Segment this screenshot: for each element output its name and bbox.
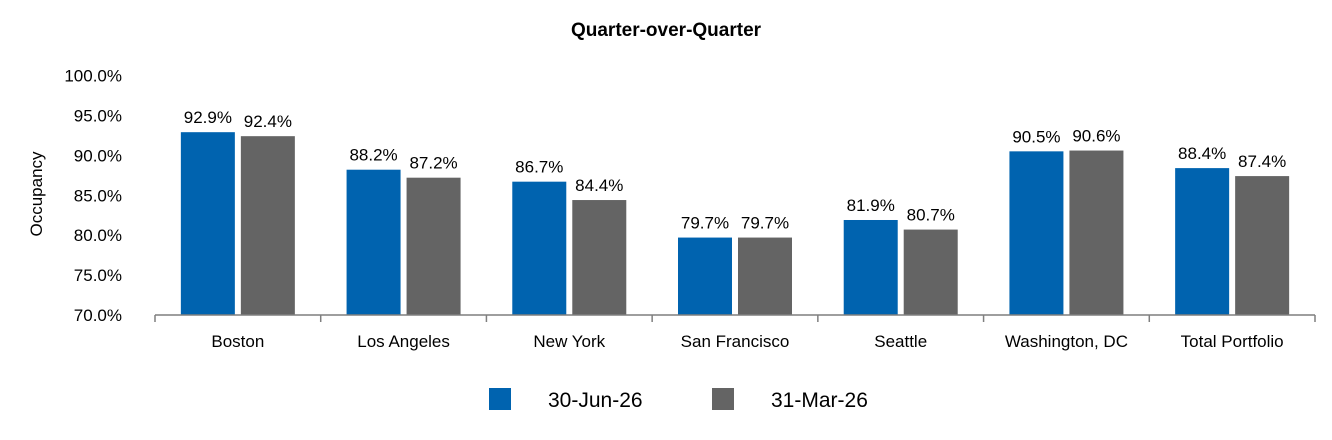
category-label: Washington, DC [1005,332,1128,351]
data-label: 92.4% [244,112,292,131]
data-label: 86.7% [515,158,563,177]
data-label: 81.9% [847,196,895,215]
data-label: 88.4% [1178,144,1226,163]
bar-series2 [738,237,792,315]
bar-series1 [180,132,235,315]
y-tick-label: 90.0% [74,146,122,165]
y-tick-label: 100.0% [64,67,122,86]
category-label: Los Angeles [357,332,450,351]
category-label: New York [533,332,605,351]
category-label: San Francisco [681,332,790,351]
bar-series2 [903,229,958,315]
data-label: 79.7% [681,214,729,233]
data-label: 87.4% [1238,152,1286,171]
plot-area: 92.9% 92.4% 88.2% 87.2% 86.7% 84.4% 79.7% 79.7%… [180,108,1290,315]
y-tick-label: 85.0% [74,186,122,205]
bar-series2 [1069,150,1124,315]
y-tick-label: 95.0% [74,106,122,125]
data-label: 79.7% [741,214,789,233]
data-label: 92.9% [184,108,232,127]
category-label: Seattle [874,332,927,351]
x-axis: Boston Los Angeles New York San Francisco Se… [154,314,1316,351]
y-tick-label: 75.0% [74,266,122,285]
y-axis: 100.0% 95.0% 90.0% 85.0% 80.0% 75.0% 70.0% [64,67,122,326]
bar-series1 [1009,151,1064,315]
bar-series2 [1235,176,1290,315]
legend-swatch [489,388,511,410]
category-label: Total Portfolio [1181,332,1284,351]
y-tick-label: 70.0% [74,306,122,325]
data-label: 84.4% [575,176,623,195]
data-label: 80.7% [907,206,955,225]
data-label: 87.2% [409,154,457,173]
bar-series1 [1175,168,1230,315]
y-tick-label: 80.0% [74,226,122,245]
legend-label: 31-Mar-26 [771,389,868,412]
data-label: 88.2% [349,146,397,165]
legend-swatch [712,388,734,410]
bar-series2 [572,200,627,315]
bar-series2 [240,136,295,315]
bar-series1 [346,169,401,315]
legend: 30-Jun-26 31-Mar-26 [489,388,868,412]
category-label: Boston [211,332,264,351]
chart-title: Quarter-over-Quarter [571,20,762,41]
bar-series1 [843,219,898,315]
y-axis-label: Occupancy [27,151,46,237]
bar-series1 [512,181,567,315]
data-label: 90.6% [1072,127,1120,146]
bar-series2 [406,177,461,315]
legend-label: 30-Jun-26 [548,389,643,412]
data-label: 90.5% [1012,127,1060,146]
bar-series1 [678,237,732,315]
